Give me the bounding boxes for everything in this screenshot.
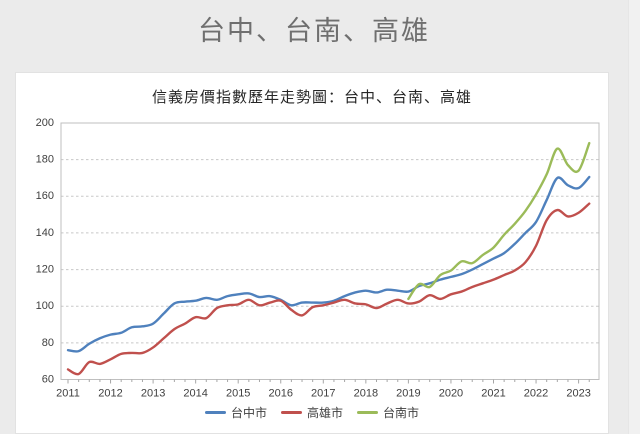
svg-text:200: 200 <box>36 117 54 129</box>
svg-text:2011: 2011 <box>56 388 80 400</box>
svg-text:2018: 2018 <box>354 388 378 400</box>
legend-line-icon <box>204 411 226 414</box>
scrollbar-track[interactable] <box>628 0 640 434</box>
svg-text:2012: 2012 <box>98 388 122 400</box>
svg-text:2014: 2014 <box>183 388 207 400</box>
plot-border <box>60 122 600 380</box>
svg-text:120: 120 <box>36 263 54 275</box>
legend-item-kaohsiung[interactable]: 高雄市 <box>280 404 343 421</box>
x-axis-ticks <box>67 379 590 384</box>
svg-text:2022: 2022 <box>524 388 548 400</box>
legend-line-icon <box>357 411 378 414</box>
svg-text:2020: 2020 <box>439 388 463 400</box>
svg-text:160: 160 <box>36 190 54 202</box>
svg-text:180: 180 <box>36 154 54 166</box>
svg-text:2019: 2019 <box>396 388 420 400</box>
svg-text:2021: 2021 <box>481 388 505 400</box>
svg-text:80: 80 <box>42 337 54 349</box>
svg-text:2015: 2015 <box>226 388 250 400</box>
svg-text:100: 100 <box>36 300 54 312</box>
x-axis-labels: 2011 2012 2013 2014 2015 2016 2017 2018 2019 2020… <box>56 388 591 400</box>
legend-item-tainan[interactable]: 台南市 <box>357 404 419 421</box>
gridlines <box>61 159 599 344</box>
series-taichung-line <box>66 175 591 353</box>
page-title: 台中、台南、高雄 <box>198 16 430 46</box>
series-tainan-line <box>407 141 591 301</box>
svg-text:60: 60 <box>42 373 54 385</box>
svg-text:2013: 2013 <box>141 388 165 400</box>
svg-text:2016: 2016 <box>269 388 293 400</box>
svg-text:2023: 2023 <box>566 388 590 400</box>
chart-legend: 台中市 高雄市 台南市 <box>16 404 608 421</box>
series-kaohsiung-line <box>66 202 591 376</box>
chart-title: 信義房價指數歷年走勢圖：台中、台南、高雄 <box>151 90 472 106</box>
y-axis-labels: 60 80 100 120 140 160 180 200 <box>36 117 54 386</box>
svg-text:2017: 2017 <box>311 388 335 400</box>
legend-line-icon <box>280 411 302 414</box>
legend-label: 台南市 <box>383 406 420 420</box>
svg-text:140: 140 <box>36 227 54 239</box>
legend-item-taichung[interactable]: 台中市 <box>204 404 267 421</box>
chart-card: 信義房價指數歷年走勢圖：台中、台南、高雄 60 80 100 120 140 160 180… <box>15 72 609 434</box>
legend-label: 高雄市 <box>306 406 343 420</box>
legend-label: 台中市 <box>230 406 267 420</box>
